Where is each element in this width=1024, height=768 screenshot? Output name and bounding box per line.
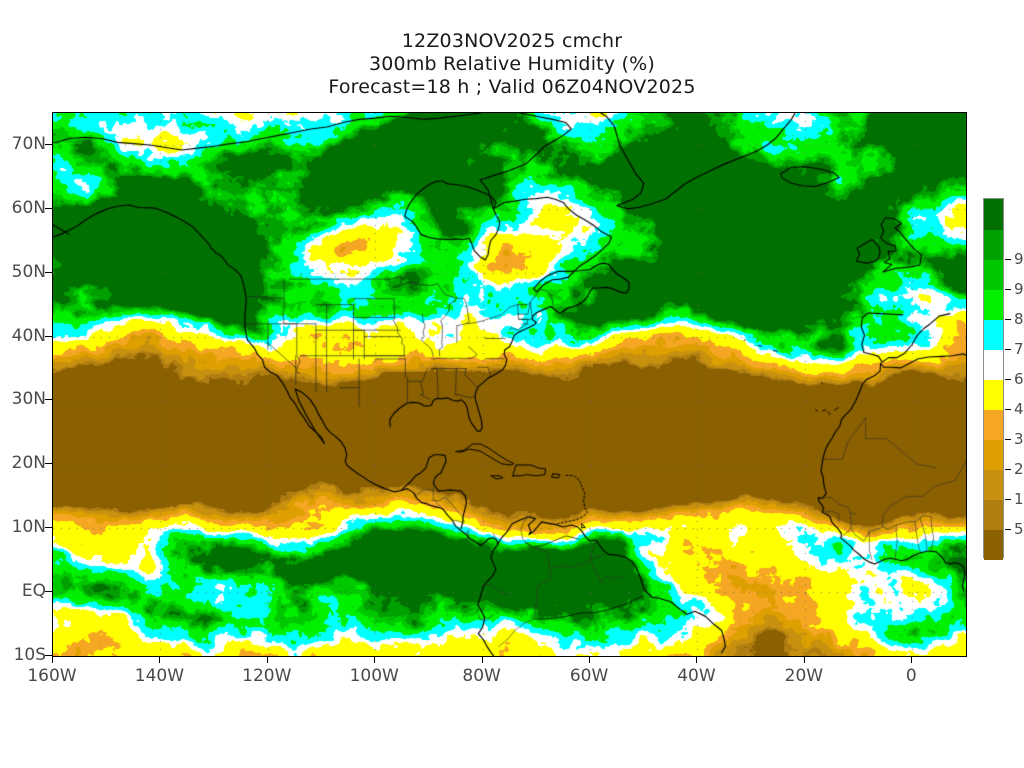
lon-tick-mark bbox=[159, 656, 161, 663]
colorbar-tick-mark bbox=[1005, 259, 1011, 260]
lat-tick-label-10N: 10N bbox=[11, 517, 46, 538]
lon-tick-label-140W: 140W bbox=[134, 666, 185, 686]
lon-tick-label-0: 0 bbox=[905, 666, 917, 686]
map-plot-area[interactable] bbox=[52, 112, 967, 657]
colorbar-band-30-40 bbox=[984, 409, 1003, 440]
colorbar-band-undefined bbox=[984, 199, 1003, 230]
lat-tick-mark bbox=[45, 207, 52, 209]
lat-tick-label-20N: 20N bbox=[11, 453, 46, 474]
humidity-colorbar[interactable]: 5 10 20 30 40 60 70 80 90 95 bbox=[983, 198, 1024, 560]
lat-tick-label-50N: 50N bbox=[11, 261, 46, 282]
lat-tick-mark bbox=[45, 655, 52, 656]
colorbar-tick-label-95: 95 bbox=[1014, 250, 1024, 268]
lon-tick-label-120W: 120W bbox=[242, 666, 292, 686]
lat-tick-label-EQ: EQ bbox=[21, 581, 46, 602]
lat-tick-mark bbox=[45, 591, 52, 593]
title-line-forecast: Forecast=18 h ; Valid 06Z04NOV2025 bbox=[328, 76, 696, 98]
lat-tick-mark bbox=[45, 527, 52, 529]
colorbar-band-70-80 bbox=[984, 319, 1003, 350]
colorbar-tick-mark bbox=[1005, 379, 1011, 380]
colorbar-band-5-10 bbox=[984, 499, 1003, 530]
colorbar-tick-label-90: 90 bbox=[1014, 280, 1024, 298]
lon-tick-label-40W: 40W bbox=[677, 666, 716, 686]
colorbar-band-80-90 bbox=[984, 289, 1003, 320]
lon-tick-mark bbox=[52, 656, 53, 663]
lat-tick-label-60N: 60N bbox=[11, 197, 46, 218]
title-line-model: 12Z03NOV2025 cmchr bbox=[401, 30, 623, 52]
lat-tick-mark bbox=[45, 143, 52, 145]
colorbar-band-90-95 bbox=[984, 259, 1003, 290]
lat-tick-mark bbox=[45, 335, 52, 337]
colorbar-band-0-5 bbox=[984, 529, 1003, 560]
colorbar-band-95-100 bbox=[984, 229, 1003, 260]
lon-tick-label-100W: 100W bbox=[349, 666, 399, 686]
coastline-overlay-canvas bbox=[53, 113, 966, 656]
colorbar-tick-label-80: 80 bbox=[1014, 310, 1024, 328]
colorbar-tick-mark bbox=[1005, 439, 1011, 440]
lat-tick-label-70N: 70N bbox=[11, 133, 46, 154]
colorbar-band-60-70 bbox=[984, 349, 1003, 380]
lat-tick-label-10S: 10S bbox=[13, 645, 46, 665]
lon-tick-mark bbox=[374, 656, 376, 663]
colorbar-tick-label-30: 30 bbox=[1014, 430, 1024, 448]
colorbar-tick-label-20: 20 bbox=[1014, 460, 1024, 478]
chart-title-block: 12Z03NOV2025 cmchr 300mb Relative Humidi… bbox=[0, 30, 1024, 99]
lon-tick-mark bbox=[696, 656, 698, 663]
colorbar-band-40-60 bbox=[984, 379, 1003, 410]
colorbar-tick-mark bbox=[1005, 289, 1011, 290]
colorbar-tick-mark bbox=[1005, 349, 1011, 350]
lon-tick-mark bbox=[589, 656, 591, 663]
colorbar-tick-label-5: 5 bbox=[1014, 520, 1024, 538]
lat-tick-label-30N: 30N bbox=[11, 389, 46, 410]
lon-tick-mark bbox=[911, 656, 913, 663]
colorbar-tick-label-60: 60 bbox=[1014, 370, 1024, 388]
lat-tick-mark bbox=[45, 399, 52, 401]
colorbar-band-20-30 bbox=[984, 439, 1003, 470]
lon-tick-mark bbox=[481, 656, 483, 663]
colorbar-tick-label-70: 70 bbox=[1014, 340, 1024, 358]
lat-tick-label-40N: 40N bbox=[11, 325, 46, 346]
lat-tick-mark bbox=[45, 463, 52, 465]
colorbar-tick-mark bbox=[1005, 499, 1011, 500]
colorbar-tick-label-10: 10 bbox=[1014, 490, 1024, 508]
lon-tick-label-80W: 80W bbox=[462, 666, 501, 686]
colorbar-band-10-20 bbox=[984, 469, 1003, 500]
lon-tick-label-20W: 20W bbox=[784, 666, 824, 686]
lon-tick-mark bbox=[803, 656, 805, 663]
colorbar-tick-label-40: 40 bbox=[1014, 400, 1024, 418]
title-line-variable: 300mb Relative Humidity (%) bbox=[368, 53, 655, 75]
lon-tick-mark bbox=[266, 656, 268, 663]
colorbar-tick-mark bbox=[1005, 409, 1011, 410]
lon-tick-label-60W: 60W bbox=[569, 666, 609, 686]
colorbar-tick-mark bbox=[1005, 469, 1011, 470]
colorbar-tick-mark bbox=[1005, 529, 1011, 530]
lat-tick-mark bbox=[45, 271, 52, 273]
lon-tick-label-160W: 160W bbox=[27, 666, 77, 686]
colorbar-tick-mark bbox=[1005, 319, 1011, 320]
